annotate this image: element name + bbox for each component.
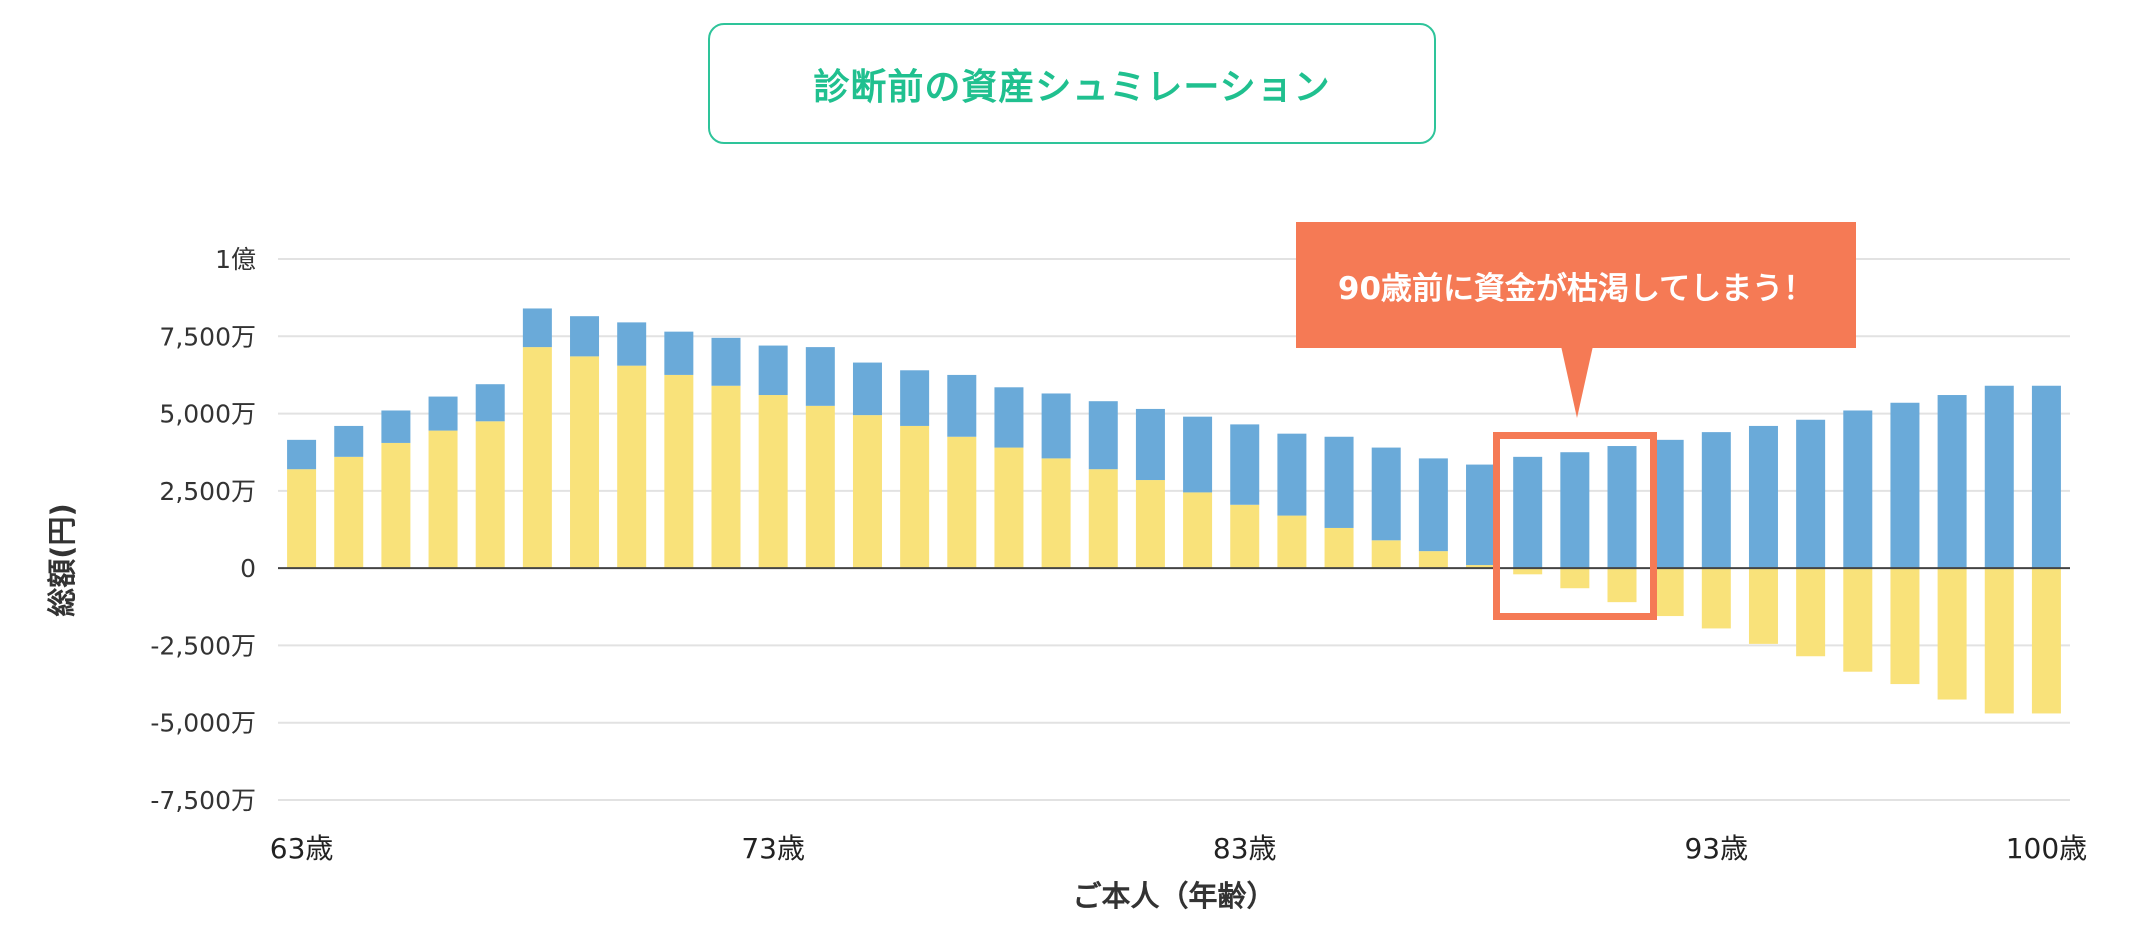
bar-savings bbox=[852, 362, 882, 416]
bar-savings bbox=[1466, 464, 1496, 566]
bar-assets bbox=[947, 436, 977, 569]
bar-savings bbox=[475, 384, 505, 422]
x-tick-label: 93歳 bbox=[1684, 832, 1748, 865]
bar-savings bbox=[1135, 408, 1165, 481]
bar-assets bbox=[1088, 469, 1118, 569]
bar-assets bbox=[1984, 568, 2014, 714]
bar-savings bbox=[334, 425, 364, 457]
bar-assets bbox=[900, 425, 930, 569]
bar-savings bbox=[1418, 458, 1448, 552]
bar-assets bbox=[522, 347, 552, 569]
bar-savings bbox=[1607, 446, 1637, 569]
y-tick-label: -2,500万 bbox=[150, 631, 256, 660]
bar-savings bbox=[805, 347, 835, 406]
bar-assets bbox=[1937, 568, 1967, 700]
y-axis-title: 総額(円) bbox=[45, 503, 79, 617]
bar-savings bbox=[1984, 385, 2014, 569]
bar-savings bbox=[1371, 447, 1401, 541]
bar-assets bbox=[2031, 568, 2061, 714]
x-tick-label: 83歳 bbox=[1213, 832, 1277, 865]
bar-assets bbox=[852, 415, 882, 569]
x-tick-label: 100歳 bbox=[2006, 832, 2087, 865]
bar-assets bbox=[1418, 551, 1448, 569]
bar-savings bbox=[1654, 439, 1684, 569]
x-axis-title: ご本人（年齢） bbox=[1072, 879, 1275, 913]
bar-savings bbox=[1560, 452, 1590, 569]
bar-savings bbox=[1183, 416, 1213, 493]
bar-assets bbox=[1748, 568, 1778, 644]
bar-assets bbox=[1843, 568, 1873, 672]
bar-assets bbox=[1277, 515, 1307, 569]
bar-assets bbox=[334, 456, 364, 569]
bar-savings bbox=[381, 410, 411, 443]
x-tick-label: 63歳 bbox=[270, 832, 334, 865]
bar-savings bbox=[1937, 395, 1967, 569]
bar-savings bbox=[1796, 419, 1826, 569]
bar-savings bbox=[711, 337, 741, 386]
bar-savings bbox=[1701, 432, 1731, 569]
bar-assets bbox=[664, 374, 694, 569]
bar-assets bbox=[1654, 568, 1684, 617]
bar-savings bbox=[900, 370, 930, 426]
bar-assets bbox=[1513, 568, 1543, 575]
bar-savings bbox=[1230, 424, 1260, 505]
bar-assets bbox=[1890, 568, 1920, 685]
bar-savings bbox=[617, 322, 647, 366]
depletion-callout: 90歳前に資金が枯渇してしまう！ bbox=[1296, 222, 1856, 348]
bar-savings bbox=[1748, 425, 1778, 569]
bar-savings bbox=[522, 308, 552, 348]
depletion-highlight-box bbox=[1493, 432, 1657, 620]
bar-assets bbox=[711, 385, 741, 569]
y-tick-label: -7,500万 bbox=[150, 786, 256, 815]
bar-assets bbox=[1230, 504, 1260, 569]
bar-assets bbox=[287, 469, 317, 569]
bar-savings bbox=[1843, 410, 1873, 569]
callout-pointer bbox=[1561, 346, 1593, 418]
bar-assets bbox=[1183, 492, 1213, 569]
bar-assets bbox=[805, 405, 835, 569]
bar-savings bbox=[1513, 456, 1543, 569]
bar-savings bbox=[664, 331, 694, 375]
bar-savings bbox=[1890, 402, 1920, 569]
y-tick-label: 7,500万 bbox=[159, 322, 256, 351]
bar-savings bbox=[2031, 385, 2061, 569]
bar-savings bbox=[947, 374, 977, 437]
bar-assets bbox=[1466, 565, 1496, 569]
y-tick-label: -5,000万 bbox=[150, 709, 256, 738]
bar-savings bbox=[570, 316, 600, 357]
bar-assets bbox=[758, 395, 788, 569]
bar-savings bbox=[1324, 436, 1354, 528]
bar-savings bbox=[1088, 401, 1118, 470]
bar-assets bbox=[1560, 568, 1590, 589]
bar-assets bbox=[1135, 480, 1165, 569]
bar-assets bbox=[1041, 458, 1071, 569]
bar-savings bbox=[428, 396, 458, 431]
y-tick-label: 1億 bbox=[215, 245, 256, 274]
bar-assets bbox=[1796, 568, 1826, 657]
bar-savings bbox=[758, 345, 788, 396]
y-tick-label: 2,500万 bbox=[159, 477, 256, 506]
bar-assets bbox=[1371, 540, 1401, 569]
bar-assets bbox=[1324, 527, 1354, 569]
bar-assets bbox=[994, 447, 1024, 569]
bar-assets bbox=[617, 365, 647, 569]
bar-assets bbox=[428, 430, 458, 569]
bar-savings bbox=[1277, 433, 1307, 516]
y-tick-label: 0 bbox=[240, 554, 256, 583]
y-tick-label: 5,000万 bbox=[159, 400, 256, 429]
bar-assets bbox=[1701, 568, 1731, 629]
bar-savings bbox=[1041, 393, 1071, 459]
bar-assets bbox=[1607, 568, 1637, 603]
bar-assets bbox=[381, 442, 411, 569]
bar-assets bbox=[475, 421, 505, 569]
bar-assets bbox=[570, 356, 600, 569]
bar-savings bbox=[994, 387, 1024, 448]
x-tick-label: 73歳 bbox=[741, 832, 805, 865]
page-title: 診断前の資産シュミレーション bbox=[708, 23, 1436, 144]
bar-savings bbox=[287, 439, 317, 470]
